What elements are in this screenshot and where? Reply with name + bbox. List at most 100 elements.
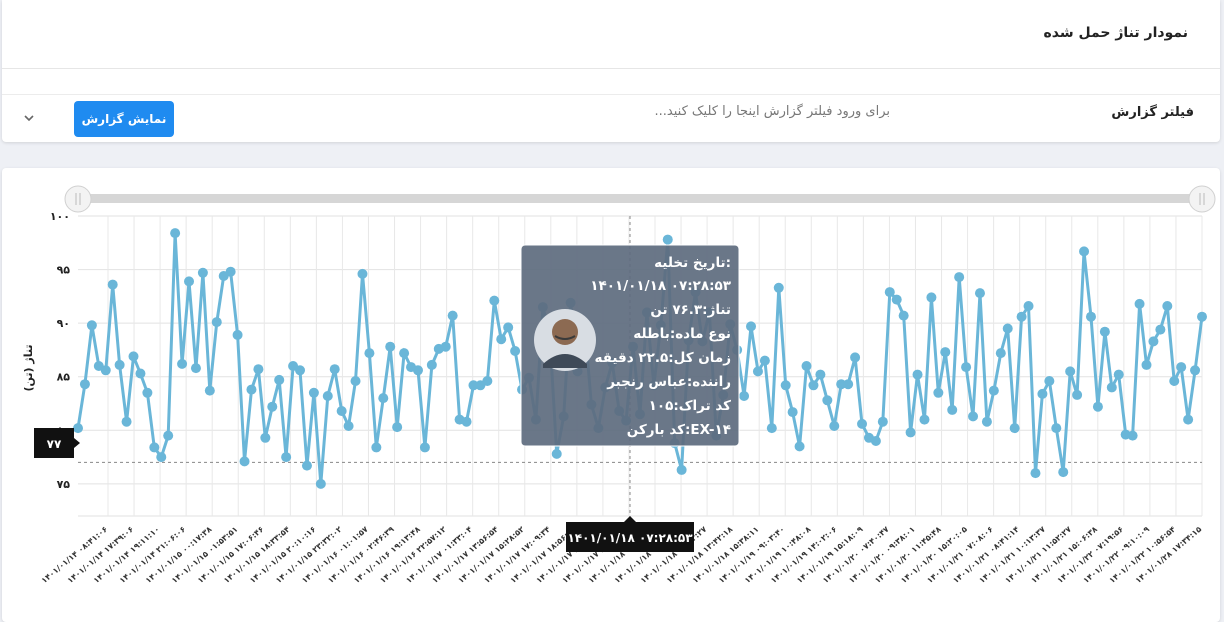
- data-point[interactable]: [1127, 430, 1138, 441]
- data-point[interactable]: [385, 341, 396, 352]
- data-point[interactable]: [1169, 376, 1180, 386]
- data-point[interactable]: [308, 387, 319, 398]
- data-point[interactable]: [981, 416, 992, 427]
- data-point[interactable]: [787, 407, 798, 418]
- data-point[interactable]: [1002, 323, 1013, 334]
- data-point[interactable]: [79, 379, 90, 390]
- data-point[interactable]: [912, 369, 923, 380]
- data-point[interactable]: [1099, 326, 1110, 337]
- data-point[interactable]: [940, 347, 951, 358]
- data-point[interactable]: [253, 364, 264, 375]
- data-point[interactable]: [378, 393, 389, 404]
- data-point[interactable]: [350, 376, 361, 386]
- data-point[interactable]: [496, 334, 507, 345]
- data-point[interactable]: [468, 380, 479, 391]
- data-point[interactable]: [100, 365, 111, 376]
- zoom-slider[interactable]: [64, 185, 1216, 213]
- data-point[interactable]: [267, 401, 278, 412]
- data-point[interactable]: [815, 369, 826, 380]
- data-point[interactable]: [1030, 468, 1041, 479]
- data-point[interactable]: [510, 346, 521, 356]
- data-point[interactable]: [343, 421, 354, 431]
- data-point[interactable]: [961, 362, 972, 373]
- data-point[interactable]: [211, 317, 222, 328]
- data-point[interactable]: [780, 380, 791, 391]
- data-point[interactable]: [121, 416, 132, 427]
- data-point[interactable]: [988, 385, 999, 396]
- data-point[interactable]: [773, 282, 784, 293]
- data-point[interactable]: [301, 460, 312, 471]
- data-point[interactable]: [974, 288, 985, 299]
- data-point[interactable]: [1113, 369, 1124, 380]
- data-point[interactable]: [857, 418, 868, 429]
- zoom-slider-left-handle[interactable]: [64, 185, 92, 213]
- zoom-slider-track[interactable]: [78, 194, 1202, 203]
- zoom-slider-right-handle[interactable]: [1188, 185, 1216, 213]
- data-point[interactable]: [225, 266, 236, 277]
- data-point[interactable]: [1155, 324, 1166, 335]
- data-point[interactable]: [364, 348, 375, 359]
- data-point[interactable]: [794, 441, 805, 452]
- data-point[interactable]: [898, 310, 909, 321]
- data-point[interactable]: [329, 364, 340, 375]
- data-point[interactable]: [1079, 246, 1090, 257]
- data-point[interactable]: [808, 380, 819, 391]
- data-point[interactable]: [295, 365, 306, 376]
- data-point[interactable]: [128, 351, 139, 362]
- data-point[interactable]: [1072, 389, 1083, 400]
- data-point[interactable]: [1009, 423, 1020, 434]
- filter-bar[interactable]: فیلتر گزارش برای ورود فیلتر گزارش اینجا …: [2, 94, 1220, 143]
- data-point[interactable]: [1176, 362, 1187, 373]
- data-point[interactable]: [170, 228, 181, 239]
- data-point[interactable]: [163, 430, 174, 441]
- data-point[interactable]: [489, 295, 500, 306]
- data-point[interactable]: [1183, 414, 1194, 425]
- data-point[interactable]: [843, 379, 854, 390]
- data-point[interactable]: [232, 329, 243, 340]
- data-point[interactable]: [676, 464, 687, 475]
- data-point[interactable]: [995, 348, 1006, 359]
- data-point[interactable]: [440, 341, 451, 352]
- data-point[interactable]: [822, 395, 833, 406]
- data-point[interactable]: [399, 348, 410, 359]
- data-point[interactable]: [1058, 467, 1069, 478]
- data-point[interactable]: [1148, 336, 1159, 347]
- data-point[interactable]: [177, 358, 188, 369]
- data-point[interactable]: [274, 374, 285, 385]
- data-point[interactable]: [322, 391, 333, 401]
- data-point[interactable]: [426, 359, 437, 370]
- data-point[interactable]: [412, 365, 423, 376]
- data-point[interactable]: [142, 387, 153, 398]
- data-point[interactable]: [746, 321, 757, 332]
- data-point[interactable]: [371, 442, 382, 453]
- data-point[interactable]: [1044, 376, 1055, 386]
- data-point[interactable]: [1106, 382, 1117, 393]
- data-point[interactable]: [836, 379, 847, 390]
- data-point[interactable]: [447, 310, 458, 321]
- data-point[interactable]: [149, 442, 160, 453]
- data-point[interactable]: [905, 427, 916, 438]
- data-point[interactable]: [246, 384, 257, 395]
- data-point[interactable]: [482, 376, 493, 386]
- data-point[interactable]: [933, 387, 944, 398]
- data-point[interactable]: [336, 406, 347, 416]
- data-point[interactable]: [954, 272, 965, 283]
- data-point[interactable]: [107, 279, 118, 290]
- data-point[interactable]: [503, 322, 514, 333]
- data-point[interactable]: [461, 416, 472, 427]
- data-point[interactable]: [86, 320, 97, 331]
- data-point[interactable]: [184, 276, 195, 287]
- data-point[interactable]: [850, 352, 861, 363]
- data-point[interactable]: [1141, 359, 1152, 370]
- chevron-down-icon[interactable]: [22, 111, 36, 125]
- data-point[interactable]: [1037, 388, 1048, 399]
- data-point[interactable]: [829, 421, 840, 431]
- data-point[interactable]: [662, 234, 673, 245]
- data-point[interactable]: [739, 391, 750, 401]
- data-point[interactable]: [1051, 423, 1062, 434]
- data-point[interactable]: [891, 294, 902, 305]
- data-point[interactable]: [239, 456, 250, 467]
- data-point[interactable]: [884, 287, 895, 298]
- data-point[interactable]: [766, 423, 777, 434]
- data-point[interactable]: [870, 436, 881, 446]
